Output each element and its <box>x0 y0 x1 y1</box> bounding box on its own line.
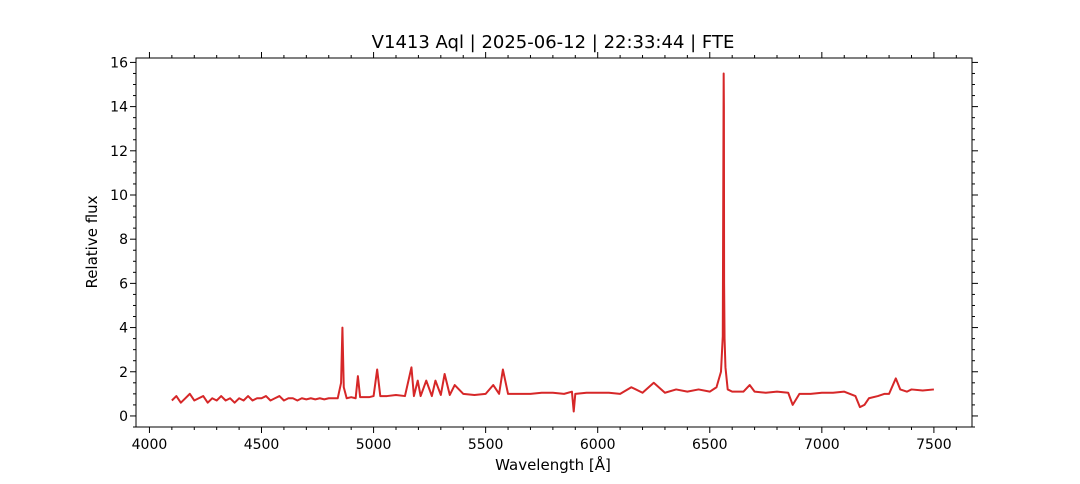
spectrum-line <box>171 72 934 413</box>
x-tick-label: 7500 <box>916 437 952 453</box>
x-tick-label: 6500 <box>692 437 728 453</box>
y-tick-label: 0 <box>119 409 128 425</box>
y-tick-label: 6 <box>119 276 128 292</box>
y-tick-label: 16 <box>110 55 128 71</box>
plot-frame <box>135 57 973 428</box>
x-tick-label: 6000 <box>580 437 616 453</box>
y-tick-label: 8 <box>119 232 128 248</box>
x-tick-label: 4000 <box>132 437 168 453</box>
y-tick-label: 14 <box>110 100 128 116</box>
y-tick-label: 12 <box>110 144 128 160</box>
y-tick-label: 10 <box>110 188 128 204</box>
y-axis-label: Relative flux <box>83 195 101 288</box>
plot-marks: 4000 4500 5000 5500 6000 6500 7000 7500 0 2 4 6 8 10 1… <box>110 52 978 453</box>
x-tick-label: 4500 <box>244 437 280 453</box>
x-axis-label: Wavelength [Å] <box>495 455 611 474</box>
x-tick-label: 5500 <box>468 437 504 453</box>
y-tick-label: 4 <box>119 321 128 337</box>
x-tick-label: 7000 <box>804 437 840 453</box>
x-tick-label: 5000 <box>356 437 392 453</box>
chart-title: V1413 Aql | 2025-06-12 | 22:33:44 | FTE <box>372 32 735 53</box>
y-tick-label: 2 <box>119 365 128 381</box>
